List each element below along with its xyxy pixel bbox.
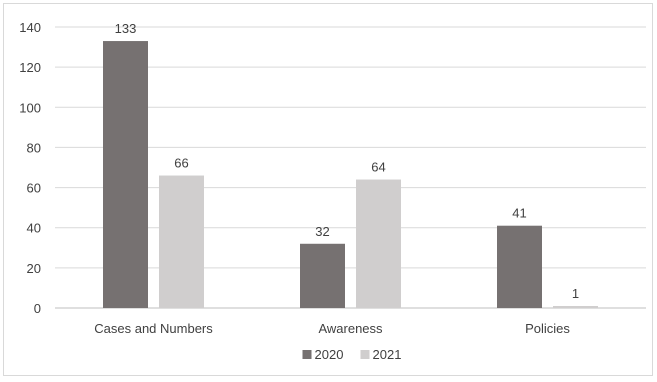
data-label: 32 [315, 224, 329, 239]
bar-chart: 0 20 40 60 80 100 120 140 133 66 32 64 41 1 Cases an… [19, 20, 646, 362]
x-axis-ticks: Cases and Numbers Awareness Policies [94, 321, 570, 336]
x-tick-label: Cases and Numbers [94, 321, 213, 336]
data-label: 1 [572, 286, 579, 301]
bar-2020-2 [497, 225, 542, 308]
data-label: 133 [115, 21, 137, 36]
y-tick-label: 140 [19, 20, 41, 35]
y-tick-label: 60 [27, 181, 41, 196]
x-tick-label: Awareness [318, 321, 383, 336]
chart-area: 0 20 40 60 80 100 120 140 133 66 32 64 41 1 Cases an… [3, 3, 653, 376]
bars [103, 41, 598, 309]
gridlines [55, 26, 646, 309]
y-tick-label: 120 [19, 60, 41, 75]
y-tick-label: 20 [27, 261, 41, 276]
legend-label-2021: 2021 [373, 347, 402, 362]
legend-swatch-2020 [302, 350, 312, 359]
data-label: 41 [512, 206, 526, 221]
y-axis-ticks: 0 20 40 60 80 100 120 140 [19, 20, 41, 316]
bar-2021-0 [159, 175, 204, 308]
bar-2020-0 [103, 41, 148, 309]
legend: 2020 2021 [302, 347, 402, 362]
y-tick-label: 0 [34, 301, 41, 316]
bar-2021-1 [356, 179, 401, 308]
legend-label-2020: 2020 [315, 347, 344, 362]
y-tick-label: 100 [19, 100, 41, 115]
bar-2021-2 [553, 305, 598, 308]
data-label: 64 [371, 160, 385, 175]
bar-2020-1 [300, 243, 345, 308]
data-labels: 133 66 32 64 41 1 [115, 21, 579, 301]
legend-swatch-2021 [360, 350, 370, 359]
data-label: 66 [174, 156, 188, 171]
x-tick-label: Policies [525, 321, 570, 336]
y-tick-label: 40 [27, 221, 41, 236]
y-tick-label: 80 [27, 140, 41, 155]
